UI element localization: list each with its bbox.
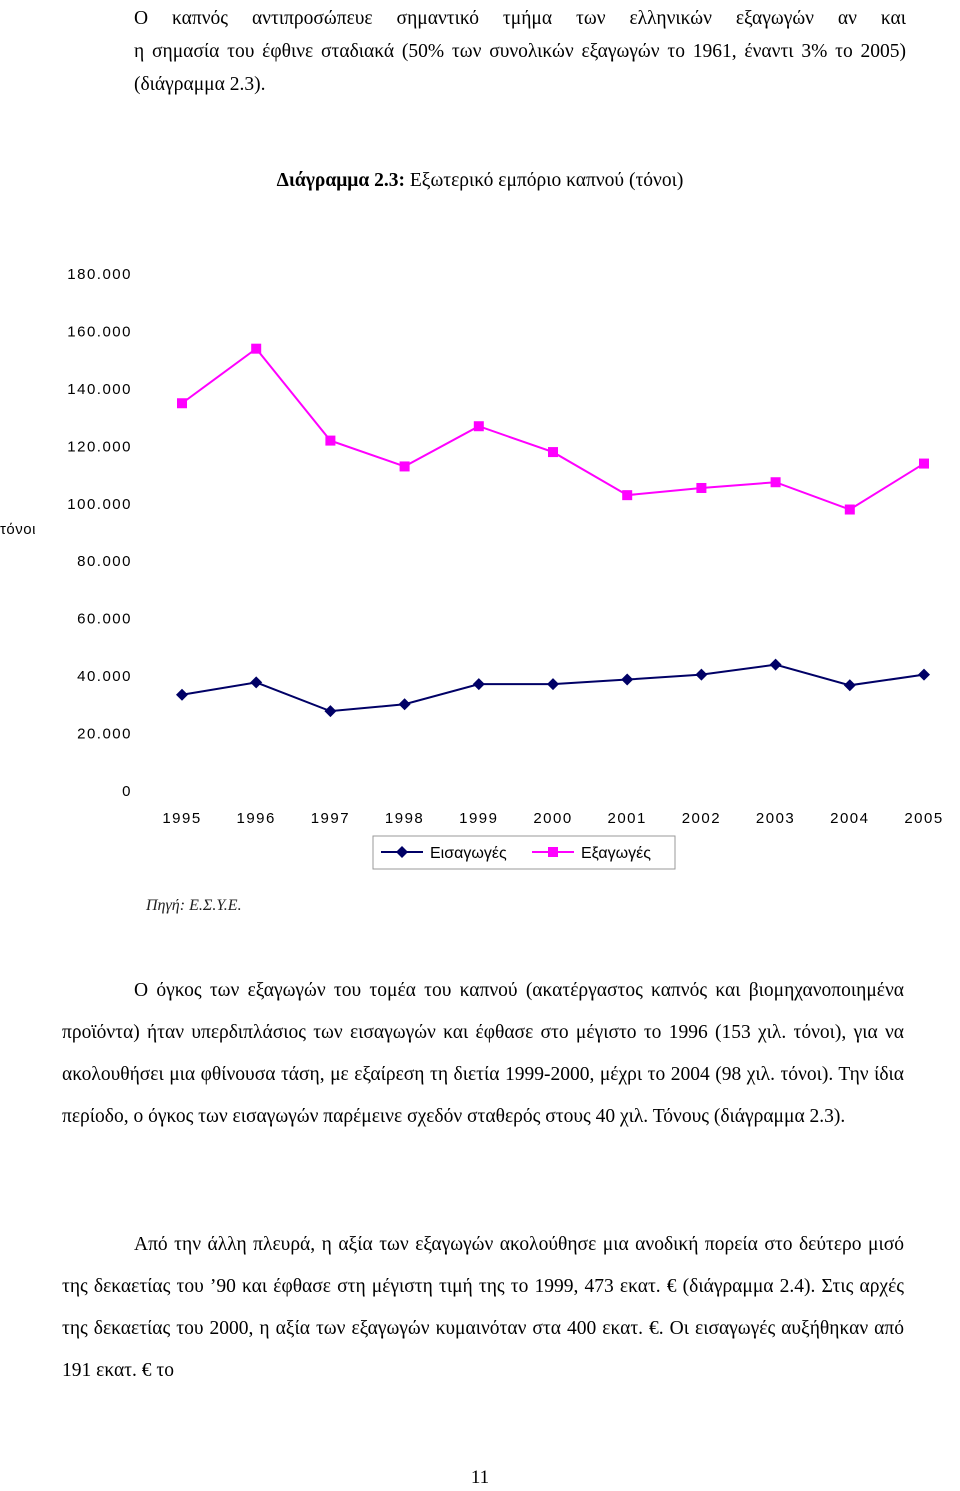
y-tick-label: 100.000	[67, 496, 132, 513]
intro-line-1: Ο καπνός αντιπροσώπευε σημαντικό τμήμα τ…	[134, 8, 906, 29]
legend-marker-exports	[548, 847, 558, 857]
intro-line-rest: η σημασία του έφθινε σταδιακά (50% των σ…	[134, 41, 906, 95]
data-point-imports	[324, 705, 337, 718]
data-point-exports	[622, 490, 633, 501]
x-tick-label: 2001	[608, 810, 647, 827]
x-tick-label: 2005	[904, 810, 943, 827]
data-point-exports	[177, 398, 187, 409]
y-tick-label: 60.000	[77, 611, 132, 628]
y-tick-label: 80.000	[77, 553, 132, 570]
data-point-imports	[472, 678, 485, 691]
data-point-imports	[918, 668, 930, 681]
chart-title: Διάγραμμα 2.3: Εξωτερικό εμπόριο καπνού …	[0, 170, 960, 192]
y-tick-label: 180.000	[67, 266, 132, 283]
chart-title-text: Εξωτερικό εμπόριο καπνού (τόνοι)	[409, 170, 684, 191]
data-point-imports	[547, 678, 559, 691]
y-tick-label: 20.000	[77, 726, 132, 743]
data-point-imports	[769, 658, 782, 671]
line-chart: 180.000 160.000 140.000 120.000 100.000 80.00…	[0, 266, 943, 870]
body-paragraph-2: Από την άλλη πλευρά, η αξία των εξαγωγών…	[62, 1224, 904, 1392]
x-tick-label: 1995	[162, 810, 201, 827]
series-line-2	[181, 347, 925, 511]
data-point-imports	[843, 679, 856, 692]
x-tick-label: 2003	[756, 810, 795, 827]
data-point-imports	[621, 673, 634, 686]
chart-title-prefix: Διάγραμμα 2.3:	[276, 170, 405, 191]
data-point-exports	[473, 421, 484, 432]
data-point-exports	[399, 461, 410, 472]
y-tick-label: 160.000	[67, 323, 132, 340]
data-point-imports	[695, 668, 708, 681]
legend-label-exports: Εξαγωγές	[581, 845, 651, 862]
data-point-exports	[696, 482, 707, 493]
paragraph-1-text: Ο όγκος των εξαγωγών του τομέα του καπνο…	[62, 980, 904, 1127]
data-point-imports	[250, 676, 263, 689]
body-paragraph-1: Ο όγκος των εξαγωγών του τομέα του καπνο…	[62, 970, 904, 1138]
x-tick-label: 1998	[385, 810, 424, 827]
paragraph-2-text: Από την άλλη πλευρά, η αξία των εξαγωγών…	[62, 1234, 904, 1381]
x-tick-label: 2004	[830, 810, 869, 827]
y-tick-label: 140.000	[67, 381, 132, 398]
x-tick-label: 1997	[311, 810, 350, 827]
page-number: 11	[470, 1467, 490, 1488]
data-point-imports	[398, 698, 411, 711]
y-axis-label: τόνοι	[0, 521, 36, 538]
y-tick-label: 40.000	[77, 668, 132, 685]
data-point-exports	[844, 504, 855, 515]
data-point-exports	[548, 447, 558, 458]
legend-box	[372, 835, 676, 870]
data-point-imports	[176, 688, 188, 701]
x-tick-label: 1999	[459, 810, 498, 827]
legend-marker-imports	[396, 846, 408, 858]
y-tick-label: 0	[122, 783, 132, 800]
data-point-exports	[251, 343, 262, 354]
source-note: Πηγή: Ε.Σ.Υ.Ε.	[146, 897, 242, 914]
intro-paragraph: Ο καπνός αντιπροσώπευε σημαντικό τμήμα τ…	[134, 2, 906, 101]
x-tick-label: 1996	[237, 810, 276, 827]
data-point-exports	[770, 477, 781, 488]
y-tick-label: 120.000	[67, 438, 132, 455]
data-point-exports	[325, 435, 336, 446]
legend-label-imports: Εισαγωγές	[430, 845, 507, 862]
x-tick-label: 2002	[682, 810, 721, 827]
x-tick-label: 2000	[533, 810, 572, 827]
data-point-exports	[919, 458, 929, 469]
